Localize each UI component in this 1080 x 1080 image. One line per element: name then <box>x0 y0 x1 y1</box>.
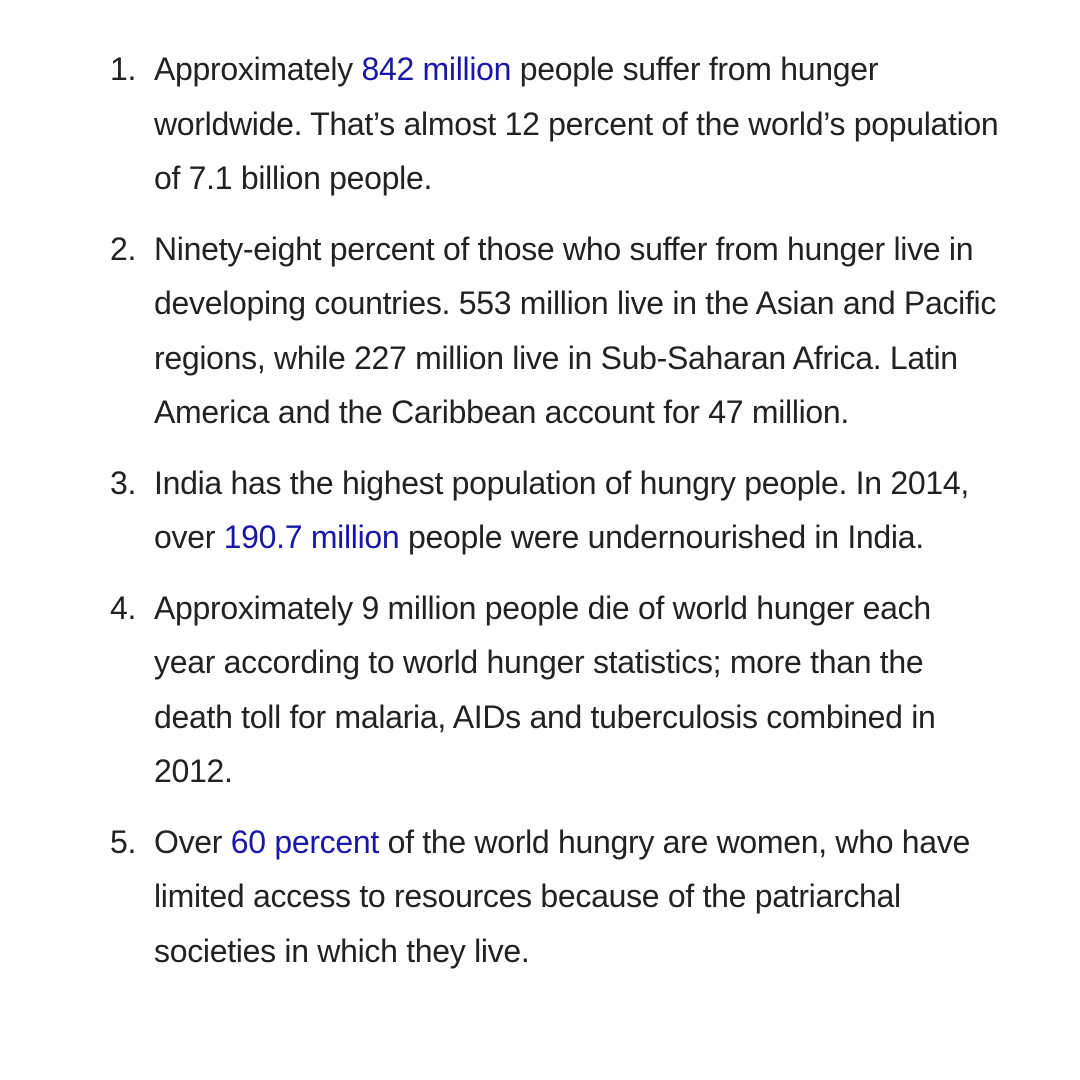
list-item-number: 3. <box>110 464 137 501</box>
fact-text: Approximately 9 million people die of wo… <box>154 589 936 790</box>
hunger-facts-list: 1. Approximately 842 million people suff… <box>110 42 1000 994</box>
list-item: 5. Over 60 percent of the world hungry ar… <box>110 815 1000 979</box>
fact-text: India has the highest population of hung… <box>154 464 969 556</box>
list-item: 1. Approximately 842 million people suff… <box>110 42 1000 206</box>
list-item: 2. Ninety-eight percent of those who suff… <box>110 222 1000 440</box>
fact-text: Over <box>154 823 231 860</box>
statistic-link[interactable]: 842 million <box>361 51 512 87</box>
list-item: 4. Approximately 9 million people die of … <box>110 581 1000 799</box>
fact-text: people were undernourished in India. <box>399 519 924 555</box>
statistic-link[interactable]: 190.7 million <box>223 519 400 555</box>
list-item-number: 4. <box>110 589 137 626</box>
fact-text: Ninety-eight percent of those who suffer… <box>154 230 997 431</box>
list-item-number: 5. <box>110 823 137 860</box>
fact-text: of the world hungry are women, who have … <box>154 823 970 969</box>
fact-text: people suffer from hunger worldwide. Tha… <box>154 51 999 196</box>
statistic-link[interactable]: 60 percent <box>230 823 380 860</box>
list-item: 3. India has the highest population of hu… <box>110 456 1000 565</box>
list-item-number: 1. <box>110 51 137 87</box>
fact-text: Approximately <box>154 51 362 87</box>
list-item-number: 2. <box>110 230 137 267</box>
